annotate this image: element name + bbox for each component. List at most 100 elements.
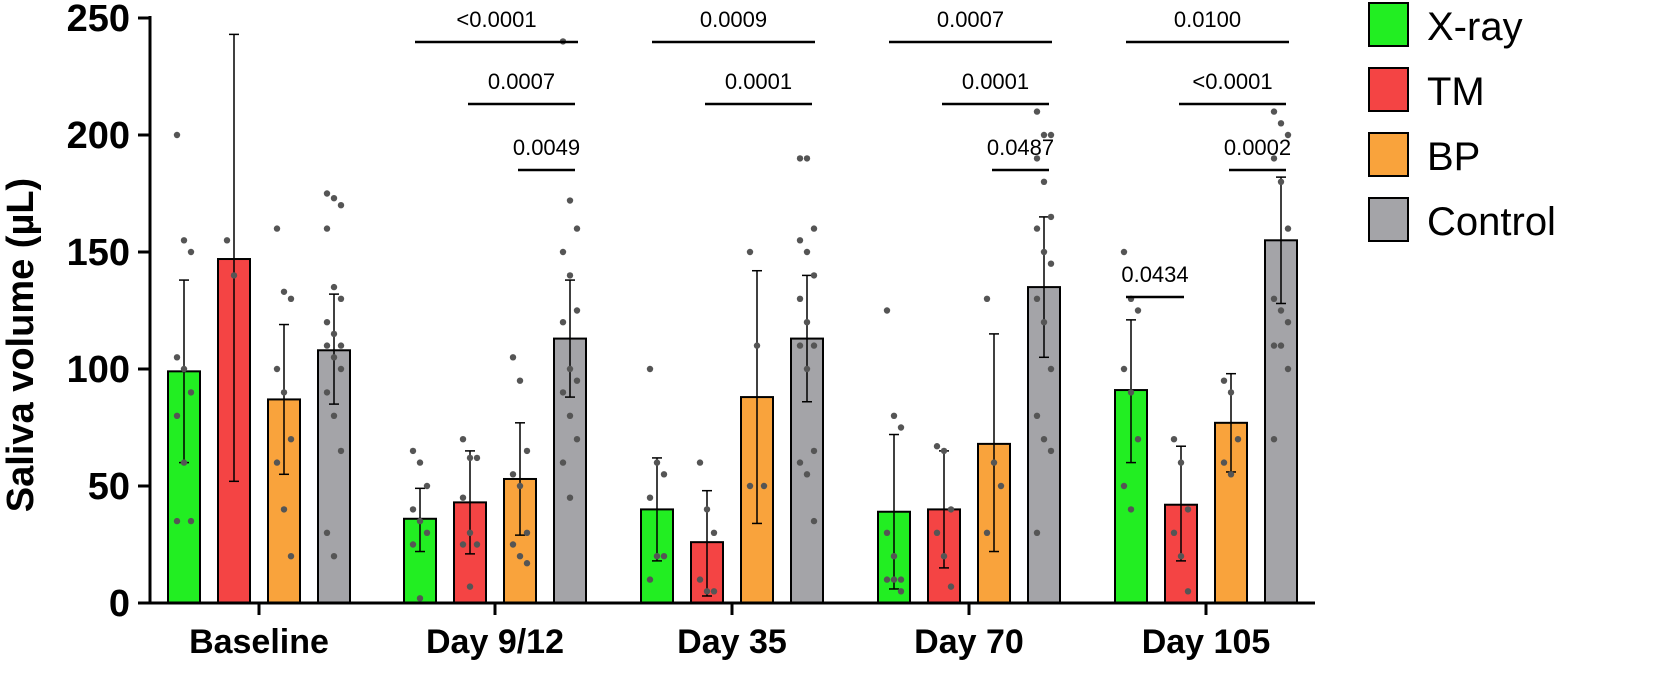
y-tick-label: 0	[109, 583, 130, 625]
data-point	[337, 342, 345, 349]
data-point	[1220, 459, 1228, 466]
data-point	[897, 576, 905, 583]
data-point	[983, 529, 991, 536]
data-point	[516, 553, 524, 560]
data-point	[696, 459, 704, 466]
data-point	[810, 447, 818, 455]
data-point	[416, 595, 424, 602]
data-point	[1127, 506, 1135, 513]
data-point	[1120, 248, 1128, 256]
data-point	[796, 342, 804, 349]
data-point	[890, 553, 898, 560]
data-point	[883, 529, 891, 536]
data-point	[187, 517, 195, 525]
data-point	[1040, 131, 1048, 139]
data-point	[223, 237, 231, 244]
data-point	[1047, 365, 1055, 373]
y-axis-ticks: 0 50 100 150 200 250	[67, 0, 150, 625]
data-point	[883, 307, 891, 314]
data-point	[180, 237, 188, 244]
data-point	[983, 295, 991, 302]
data-point	[187, 248, 195, 256]
legend-label-tm: TM	[1427, 70, 1485, 114]
data-point	[897, 424, 905, 431]
data-point	[1040, 178, 1048, 185]
data-point	[330, 194, 338, 202]
x-category-label: Day 70	[914, 623, 1024, 661]
data-point	[466, 583, 474, 590]
data-point	[947, 583, 955, 590]
p-value-label: 0.0001	[725, 69, 792, 94]
data-point	[187, 389, 195, 396]
data-point	[1047, 260, 1055, 267]
data-point	[416, 517, 424, 525]
data-point	[466, 454, 474, 462]
data-point	[323, 389, 331, 396]
bar-groups	[167, 33, 1298, 605]
data-point	[810, 517, 818, 525]
legend-swatch-control	[1368, 197, 1409, 242]
data-point	[559, 459, 567, 466]
data-point	[337, 365, 345, 373]
data-point	[566, 197, 574, 204]
data-point	[180, 365, 188, 373]
legend-label-bp: BP	[1427, 135, 1480, 179]
p-value-label: 0.0009	[700, 7, 767, 32]
data-point	[566, 494, 574, 501]
x-category-label: Day 105	[1142, 623, 1271, 661]
data-point	[280, 389, 288, 396]
data-point	[796, 459, 804, 466]
data-point	[803, 471, 811, 478]
data-point	[566, 412, 574, 419]
data-point	[566, 272, 574, 279]
data-point	[1284, 225, 1292, 232]
p-value-label: 0.0487	[987, 135, 1054, 160]
data-point	[273, 225, 281, 232]
y-tick-label: 200	[67, 115, 130, 157]
p-value-label: <0.0001	[1192, 69, 1272, 94]
data-point	[423, 482, 431, 490]
data-point	[330, 412, 338, 419]
data-point	[173, 131, 181, 139]
data-point	[423, 529, 431, 536]
legend-swatch-bp	[1368, 132, 1409, 177]
data-point	[810, 272, 818, 279]
x-category-label: Day 35	[677, 623, 787, 661]
p-value-label: 0.0007	[937, 7, 1004, 32]
p-value-label: 0.0007	[488, 69, 555, 94]
data-point	[416, 459, 424, 466]
p-value-label: 0.0002	[1224, 135, 1291, 160]
data-point	[1270, 436, 1278, 443]
data-point	[890, 412, 898, 419]
data-point	[703, 588, 711, 595]
data-point	[1033, 295, 1041, 302]
data-point	[323, 342, 331, 349]
data-point	[890, 576, 898, 583]
y-tick-label: 50	[88, 466, 130, 508]
data-point	[509, 354, 517, 361]
data-point	[459, 494, 467, 501]
x-category-label: Day 9/12	[426, 623, 564, 661]
data-point	[810, 225, 818, 232]
data-point	[746, 482, 754, 490]
data-point	[1040, 436, 1048, 443]
data-point	[940, 553, 948, 560]
data-point	[1277, 178, 1285, 185]
data-point	[230, 272, 238, 279]
data-point	[646, 576, 654, 583]
y-tick-label: 150	[67, 232, 130, 274]
data-point	[1270, 295, 1278, 302]
data-point	[523, 447, 531, 455]
data-point	[180, 459, 188, 466]
p-value-label: 0.0001	[962, 69, 1029, 94]
data-point	[646, 494, 654, 501]
legend-swatch-x-ray	[1368, 2, 1409, 47]
data-point	[173, 354, 181, 361]
data-point	[796, 237, 804, 244]
data-point	[897, 588, 905, 595]
data-point	[796, 295, 804, 302]
data-point	[473, 454, 481, 462]
data-point	[287, 436, 295, 443]
data-point	[466, 529, 474, 536]
data-point	[1040, 319, 1048, 326]
